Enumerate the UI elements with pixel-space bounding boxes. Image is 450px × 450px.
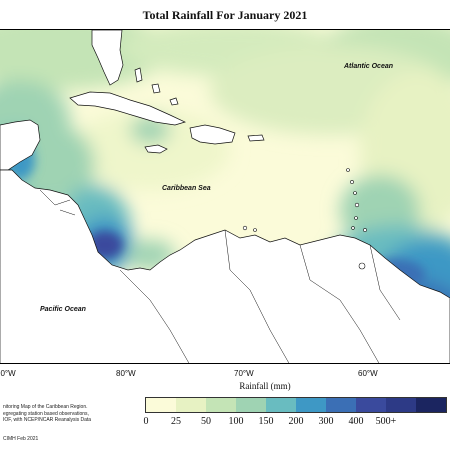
colorbar-swatch bbox=[206, 398, 236, 412]
florida bbox=[91, 30, 124, 86]
colorbar-swatch bbox=[176, 398, 206, 412]
legend-title: Rainfall (mm) bbox=[239, 381, 291, 391]
bahamas-2 bbox=[151, 83, 161, 94]
puerto-rico bbox=[247, 134, 265, 142]
lon-label-70w: 70°W bbox=[234, 369, 254, 378]
credit-line-1: nitoring Map of the Caribbean Region. bbox=[3, 404, 88, 410]
caribbean-sea-label: Caribbean Sea bbox=[162, 185, 211, 192]
hispaniola bbox=[189, 124, 236, 145]
rainfall-colorbar bbox=[145, 397, 447, 413]
pacific-ocean-label: Pacific Ocean bbox=[40, 306, 86, 313]
colorbar-tick-label: 50 bbox=[201, 416, 211, 427]
jamaica bbox=[144, 144, 168, 154]
bahamas-1 bbox=[134, 67, 143, 83]
colorbar-tick-label: 500+ bbox=[375, 416, 397, 427]
map-title: Total Rainfall For January 2021 bbox=[142, 8, 308, 22]
colorbar-swatch bbox=[266, 398, 296, 412]
colorbar-tick-label: 150 bbox=[258, 416, 274, 427]
colorbar-swatch bbox=[236, 398, 266, 412]
colorbar-tick-label: 200 bbox=[288, 416, 304, 427]
land-masses bbox=[0, 30, 450, 363]
lon-label-80w: 80°W bbox=[116, 369, 136, 378]
colorbar-tick-label: 400 bbox=[348, 416, 364, 427]
colorbar-tick-label: 25 bbox=[171, 416, 181, 427]
colorbar-tick-label: 0 bbox=[143, 416, 149, 427]
colorbar-swatch bbox=[326, 398, 356, 412]
bahamas-3 bbox=[169, 97, 179, 106]
rainfall-map bbox=[0, 29, 450, 364]
colorbar-swatch bbox=[386, 398, 416, 412]
colorbar-swatch bbox=[296, 398, 326, 412]
colorbar-swatch bbox=[416, 398, 446, 412]
colorbar-swatch bbox=[356, 398, 386, 412]
colorbar-tick-label: 300 bbox=[318, 416, 334, 427]
lon-label-60w: 60°W bbox=[358, 369, 378, 378]
credit-line-3: IOF, with NCEP/NCAR Reanalysis Data bbox=[3, 417, 92, 423]
colorbar-tick-label: 100 bbox=[228, 416, 244, 427]
cuba bbox=[69, 91, 186, 126]
central-south-america bbox=[0, 169, 450, 363]
credit-line-4: CIMH Feb 2021 bbox=[3, 436, 39, 442]
atlantic-ocean-label: Atlantic Ocean bbox=[344, 63, 394, 70]
borders bbox=[39, 189, 401, 363]
credit-line-2: egregating station based observations, bbox=[3, 410, 89, 417]
map-canvas bbox=[0, 30, 450, 363]
lesser-antilles bbox=[242, 168, 367, 270]
lon-label-90w: 90°W bbox=[0, 369, 16, 378]
colorbar-swatch bbox=[146, 398, 176, 412]
